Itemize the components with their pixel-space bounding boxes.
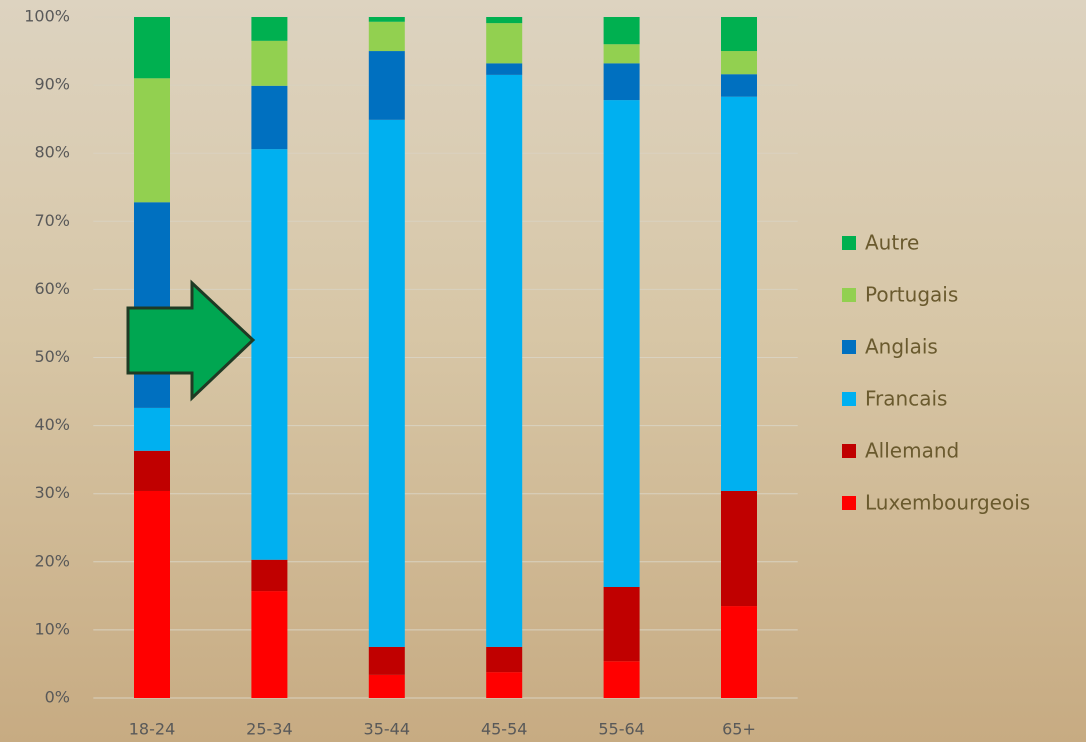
- bar-segment: [486, 23, 523, 64]
- y-tick-label: 50%: [34, 347, 70, 366]
- bar-segment: [721, 96, 757, 491]
- x-tick-label: 35-44: [364, 720, 411, 739]
- legend-label: Francais: [865, 387, 947, 411]
- bar-segment: [603, 586, 640, 662]
- y-tick-label: 20%: [34, 551, 70, 570]
- bar-segment: [134, 78, 170, 203]
- y-tick-label: 60%: [34, 279, 70, 298]
- bar-segment: [368, 674, 405, 698]
- bar-segment: [603, 44, 640, 64]
- bar-segment: [134, 450, 170, 491]
- legend-swatch: [842, 236, 856, 250]
- x-tick-label: 25-34: [246, 720, 293, 739]
- legend-label: Portugais: [865, 283, 958, 307]
- y-tick-label: 30%: [34, 483, 70, 502]
- bar-segment: [486, 672, 523, 698]
- bar-segment: [721, 606, 757, 698]
- legend-swatch: [842, 392, 856, 406]
- bar-segment: [134, 17, 170, 79]
- bar-segment: [251, 149, 288, 560]
- bar-segment: [368, 21, 405, 52]
- x-tick-label: 65+: [722, 720, 756, 739]
- bar-segment: [368, 51, 405, 120]
- bar-segment: [486, 63, 523, 75]
- bar-segment: [721, 51, 757, 75]
- bar-segment: [368, 17, 405, 22]
- y-tick-label: 10%: [34, 619, 70, 638]
- y-tick-label: 100%: [24, 7, 70, 26]
- x-tick-label: 45-54: [481, 720, 528, 739]
- bar-segment: [721, 17, 757, 52]
- bar-segment: [251, 17, 288, 41]
- legend-swatch: [842, 340, 856, 354]
- bar-segment: [134, 490, 170, 698]
- bar-segment: [134, 202, 170, 408]
- legend-label: Luxembourgeois: [865, 491, 1030, 515]
- bar-segment: [603, 661, 640, 698]
- y-tick-label: 90%: [34, 75, 70, 94]
- legend-swatch: [842, 444, 856, 458]
- bar-segment: [251, 40, 288, 86]
- y-tick-label: 40%: [34, 415, 70, 434]
- x-tick-label: 55-64: [598, 720, 645, 739]
- legend-label: Anglais: [865, 335, 938, 359]
- legend-swatch: [842, 496, 856, 510]
- bar-segment: [251, 559, 288, 592]
- bar-segment: [486, 17, 523, 24]
- bar-segment: [134, 407, 170, 451]
- bar-segment: [368, 646, 405, 675]
- bar-segment: [603, 100, 640, 587]
- legend-label: Autre: [865, 231, 919, 255]
- bar-segment: [251, 85, 288, 150]
- legend-swatch: [842, 288, 856, 302]
- plot-area: 0% 10% 20% 30% 40% 50% 60% 70% 80% 90% 100% 18-24 25…: [24, 7, 798, 739]
- bar-segment: [721, 74, 757, 97]
- x-tick-label: 18-24: [129, 720, 176, 739]
- arrow: [126, 279, 256, 402]
- bar-segment: [603, 17, 640, 45]
- bar-segment: [721, 490, 757, 607]
- y-tick-label: 0%: [45, 688, 70, 707]
- y-tick-label: 80%: [34, 143, 70, 162]
- bar-segment: [368, 119, 405, 647]
- bar-segment: [251, 591, 288, 698]
- bar-segment: [486, 74, 523, 647]
- legend-label: Allemand: [865, 439, 959, 463]
- y-tick-label: 70%: [34, 211, 70, 230]
- bar-segment: [486, 646, 523, 673]
- bar-segment: [603, 63, 640, 101]
